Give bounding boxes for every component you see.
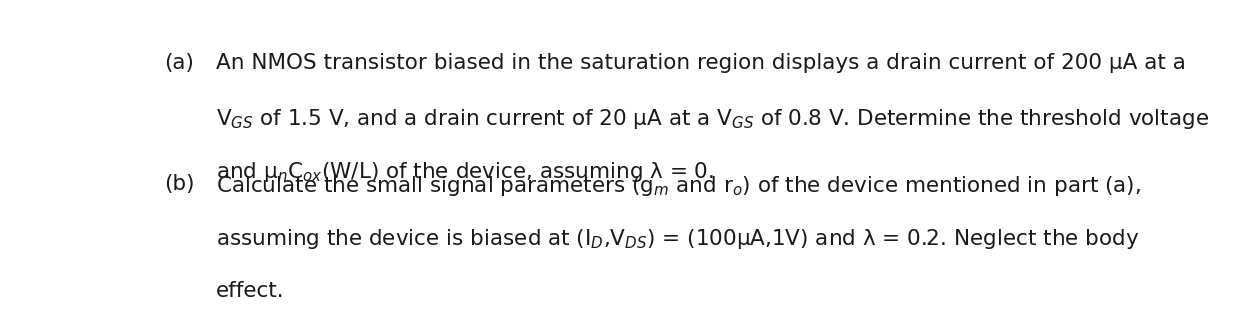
Text: (b): (b) <box>164 174 195 194</box>
Text: and μ$_n$C$_{ox}$(W/L) of the device, assuming λ = 0.: and μ$_n$C$_{ox}$(W/L) of the device, as… <box>216 160 714 184</box>
Text: An NMOS transistor biased in the saturation region displays a drain current of 2: An NMOS transistor biased in the saturat… <box>216 53 1185 73</box>
Text: Calculate the small signal parameters (g$_m$ and r$_o$) of the device mentioned : Calculate the small signal parameters (g… <box>216 174 1140 198</box>
Text: assuming the device is biased at (I$_D$,V$_{DS}$) = (100μA,1V) and λ = 0.2. Negl: assuming the device is biased at (I$_D$,… <box>216 227 1139 251</box>
Text: effect.: effect. <box>216 281 284 301</box>
Text: (a): (a) <box>164 53 195 73</box>
Text: V$_{GS}$ of 1.5 V, and a drain current of 20 μA at a V$_{GS}$ of 0.8 V. Determin: V$_{GS}$ of 1.5 V, and a drain current o… <box>216 107 1209 131</box>
